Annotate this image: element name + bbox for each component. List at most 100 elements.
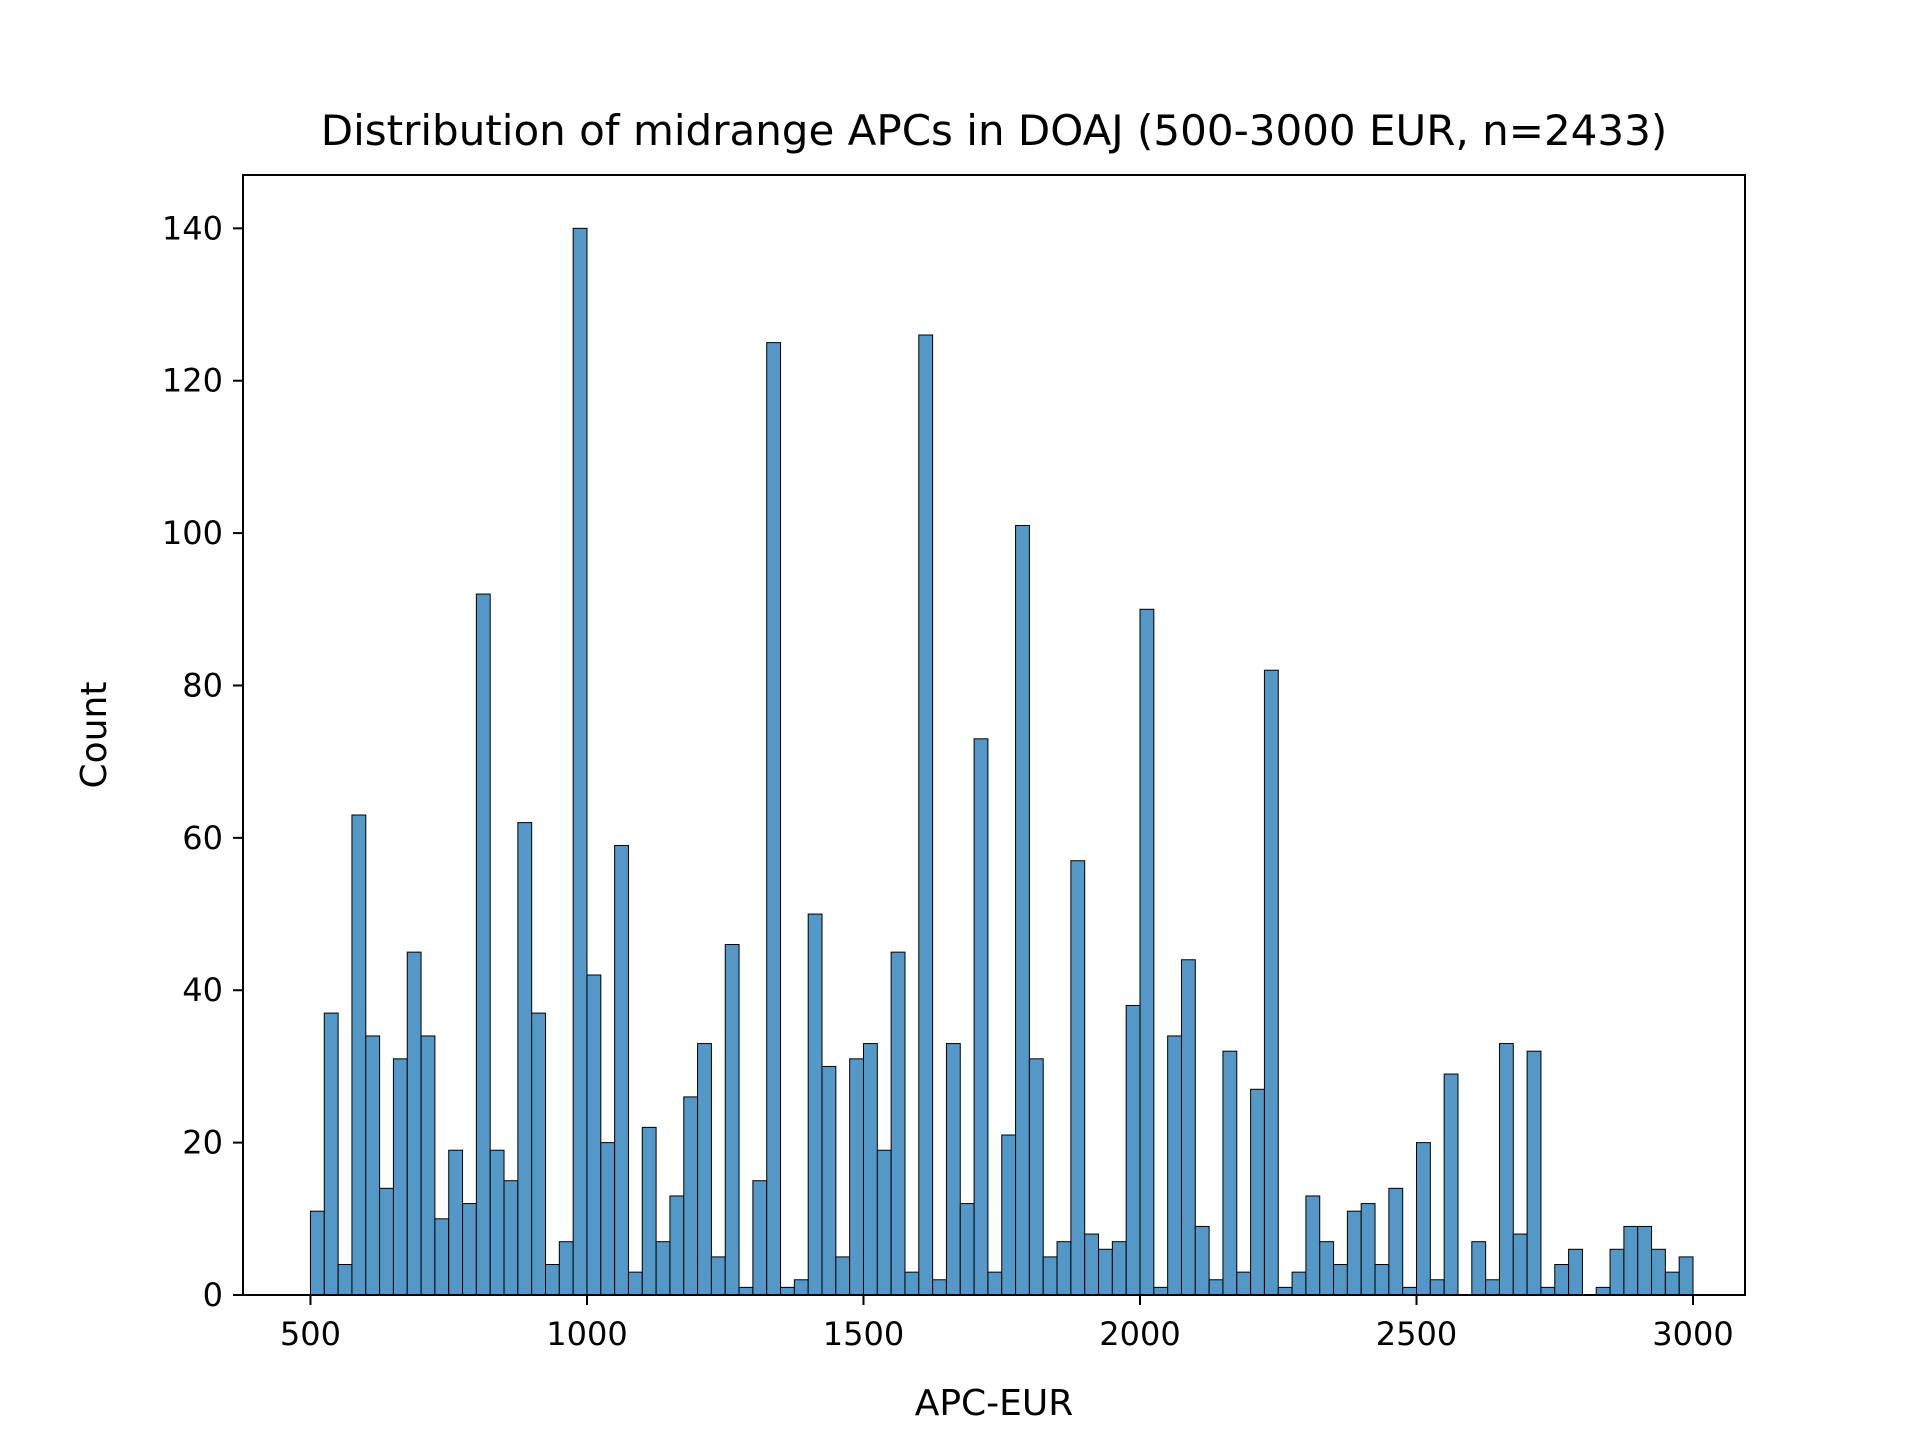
histogram-bar [1402, 1286, 1418, 1296]
histogram-bar [835, 1256, 851, 1296]
histogram-bar [1471, 1241, 1487, 1296]
histogram-bar [683, 1096, 699, 1296]
x-axis-ticks: 500 1000 1500 2000 2500 3000 [280, 1295, 1734, 1353]
histogram-bar [1333, 1264, 1348, 1296]
histogram-bar [627, 1271, 643, 1296]
x-tick-label: 3000 [1652, 1315, 1733, 1353]
y-axis-ticks: 0 20 40 60 80 100 120 140 [162, 209, 243, 1314]
histogram-bar [1277, 1286, 1293, 1296]
histogram-bar [1111, 1241, 1127, 1296]
histogram-bar [1263, 669, 1279, 1296]
histogram-bar [1388, 1187, 1404, 1296]
histogram-bar [309, 1210, 325, 1296]
histogram-bar [1595, 1286, 1611, 1296]
histogram-bar [738, 1286, 754, 1296]
histogram-bar [503, 1180, 519, 1296]
histogram-bar [724, 944, 740, 1296]
histogram-bar [462, 1203, 477, 1296]
histogram-bar [973, 738, 989, 1296]
y-tick-label: 40 [182, 971, 223, 1009]
y-tick-label: 0 [203, 1276, 223, 1314]
histogram-bar [1360, 1203, 1376, 1296]
histogram-bar [614, 844, 629, 1296]
histogram-bar [1056, 1241, 1072, 1296]
histogram-bar [1167, 1035, 1182, 1296]
histogram-bar [862, 1043, 878, 1296]
histogram-bar [904, 1271, 920, 1296]
x-tick-label: 1500 [823, 1315, 904, 1353]
histogram-bar [1346, 1210, 1362, 1296]
histogram-bar [1554, 1264, 1570, 1296]
histogram-bar [600, 1142, 616, 1296]
histogram-bar [766, 342, 782, 1296]
histogram-bar [1305, 1195, 1321, 1296]
y-axis-label: Count [74, 682, 115, 789]
histogram-bar [655, 1241, 671, 1296]
histogram-bar [669, 1195, 685, 1296]
histogram-bar [793, 1279, 809, 1296]
histogram-bar [337, 1264, 353, 1296]
histogram-bar [1429, 1279, 1445, 1296]
histogram-bar [434, 1218, 450, 1296]
histogram-bar [448, 1149, 464, 1296]
histogram-bar [932, 1279, 947, 1296]
histogram-bar [1498, 1043, 1514, 1296]
histogram-bar [890, 951, 906, 1296]
histogram-bar [1222, 1050, 1238, 1296]
histogram-bar [351, 814, 367, 1296]
histogram-bar [1568, 1248, 1583, 1296]
x-axis-label: APC-EUR [915, 1383, 1074, 1424]
histogram-bar [379, 1187, 394, 1296]
histogram-bar [641, 1126, 657, 1296]
histogram-bar [517, 822, 533, 1296]
histogram-bar [1070, 860, 1086, 1296]
histogram-bar [365, 1035, 381, 1296]
histogram-bar [876, 1149, 892, 1296]
histogram-bar [752, 1180, 768, 1296]
histogram-bar [1291, 1271, 1307, 1296]
histogram-bar [1443, 1073, 1459, 1296]
x-tick-label: 2500 [1376, 1315, 1457, 1353]
histogram-bar [1001, 1134, 1017, 1296]
histogram-bar [1125, 1004, 1141, 1296]
histogram-bar [1139, 608, 1155, 1296]
histogram-bar [1028, 1058, 1044, 1296]
histogram-bar [918, 334, 934, 1296]
histogram-bar [697, 1043, 712, 1296]
histogram-bar [945, 1043, 961, 1296]
histogram-bar [475, 593, 491, 1296]
x-tick-label: 2000 [1099, 1315, 1180, 1353]
histogram-bar [1208, 1279, 1224, 1296]
histogram-bar [572, 227, 588, 1296]
histogram-bar [1512, 1233, 1528, 1296]
y-tick-label: 100 [162, 514, 223, 552]
chart-title: Distribution of midrange APCs in DOAJ (5… [321, 106, 1668, 155]
histogram-bar [1319, 1241, 1335, 1296]
histogram-bar [1540, 1286, 1556, 1296]
x-tick-label: 1000 [546, 1315, 627, 1353]
histogram-bar [1084, 1233, 1100, 1296]
histogram-bar [1374, 1264, 1390, 1296]
x-tick-label: 500 [280, 1315, 341, 1353]
y-tick-label: 80 [182, 666, 223, 704]
histogram-bar [1678, 1256, 1694, 1296]
histogram-bar [1664, 1271, 1680, 1296]
histogram-bar [1526, 1050, 1542, 1296]
histogram-bar [1623, 1225, 1639, 1296]
histogram-bar [1416, 1142, 1431, 1296]
histogram-bar [586, 974, 602, 1296]
y-tick-label: 20 [182, 1124, 223, 1162]
histogram-bar [1042, 1256, 1058, 1296]
histogram-bar [710, 1256, 726, 1296]
histogram-bar [1651, 1248, 1666, 1296]
y-tick-label: 120 [162, 362, 223, 400]
histogram-bar [987, 1271, 1003, 1296]
histogram-bar [821, 1065, 837, 1296]
plot-frame [242, 174, 1746, 1296]
histogram-bar [323, 1012, 339, 1296]
histogram-bar [489, 1149, 505, 1296]
y-tick-label: 140 [162, 209, 223, 247]
histogram-bar [849, 1058, 864, 1296]
